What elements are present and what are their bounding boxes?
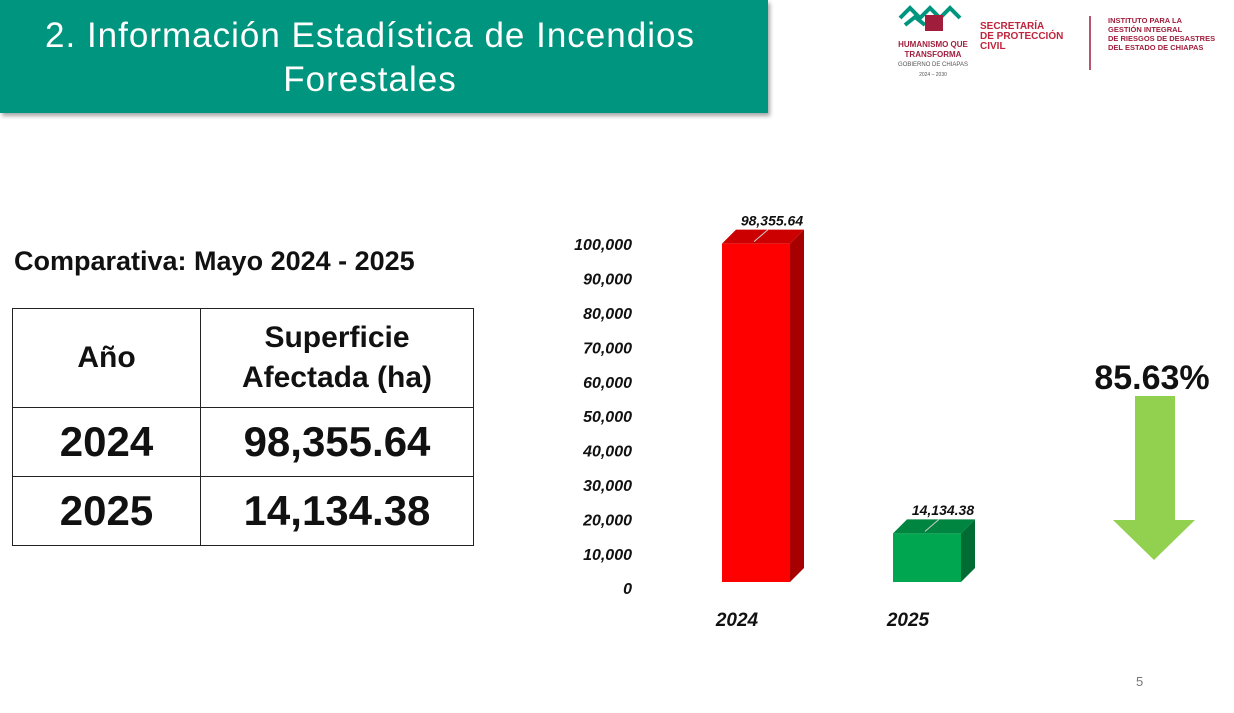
table-cell: 14,134.38 [200,476,474,546]
data-label: 98,355.64 [741,212,803,228]
y-tick-label: 0 [623,581,632,598]
logo-left: HUMANISMO QUE TRANSFORMA GOBIERNO DE CHI… [893,40,973,80]
title-banner: 2. Información Estadística de Incendios … [0,0,768,113]
logo-text: HUMANISMO QUE [898,40,968,49]
logo-text: GESTIÓN INTEGRAL [1108,25,1183,34]
x-tick-label: 2024 [715,610,759,631]
logo-text: GOBIERNO DE CHIAPAS [898,62,968,68]
table-header: Año [12,308,201,408]
table-cell: 2024 [12,407,201,477]
decrease-arrow [1113,396,1195,560]
page-number: 5 [1136,674,1144,689]
table-cell: 2025 [12,476,201,546]
subtitle: Comparativa: Mayo 2024 - 2025 [14,246,415,276]
y-tick-label: 30,000 [583,478,632,495]
logo-middle: SECRETARÍA DE PROTECCIÓN CIVIL [980,22,1063,52]
logo-text: DE RIESGOS DE DESASTRES [1108,34,1216,43]
y-tick-label: 80,000 [583,306,632,323]
y-tick-label: 70,000 [583,340,632,357]
y-tick-label: 90,000 [583,272,632,289]
y-tick-label: 20,000 [582,512,632,529]
bar [893,533,961,582]
y-tick-label: 40,000 [582,444,632,461]
logo-text: 2024 – 2030 [919,72,947,78]
title: 2. Información Estadística de Incendios … [45,16,695,99]
y-tick-label: 10,000 [583,547,632,564]
bar-side [790,229,804,582]
logo-text: INSTITUTO PARA LA [1108,16,1183,25]
data-table: Año Superficie Afectada (ha) 2024 98,355… [12,308,474,546]
table-cell: 98,355.64 [200,407,474,477]
y-tick-label: 60,000 [583,375,632,392]
bar-top [893,519,975,534]
label-leader [924,518,940,532]
logo-text: CIVIL [980,41,1006,52]
logo-right: INSTITUTO PARA LA GESTIÓN INTEGRAL DE RI… [1108,16,1215,52]
x-tick-label: 2025 [886,610,930,631]
logo-icon [925,15,943,31]
table-header: Superficie Afectada (ha) [200,308,474,408]
logo-text: DE PROTECCIÓN [980,31,1064,42]
logo-text: TRANSFORMA [904,50,962,59]
annotation: 85.63% [1094,359,1209,397]
bar [722,243,790,582]
logo-icon [898,5,962,27]
label-leader [753,229,769,243]
y-tick-label: 100,000 [574,237,632,254]
data-label: 14,134.38 [912,502,974,518]
logo-text: SECRETARÍA [980,21,1045,32]
y-tick-label: 50,000 [583,409,632,426]
logo-text: DEL ESTADO DE CHIAPAS [1108,43,1204,52]
bar-side [961,519,975,582]
bar-top [722,229,804,244]
